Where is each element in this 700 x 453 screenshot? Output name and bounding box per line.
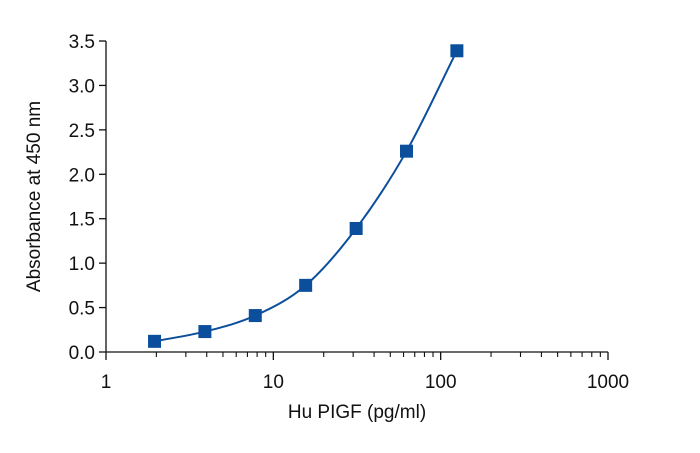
y-axis-title: Absorbance at 450 nm [24,101,45,292]
data-markers [148,44,464,348]
y-tick-label: 1.5 [69,210,95,231]
tick-labels: 0.0 0.5 1.0 1.5 2.0 2.5 3.0 3.5 1 10 100 1000 [69,32,630,393]
data-point [198,325,212,339]
y-tick-label: 3.0 [69,76,95,97]
data-point [450,44,464,58]
y-tick-label: 1.0 [69,254,95,275]
data-point [349,221,363,235]
data-point [299,278,313,292]
ticks [99,40,609,360]
y-tick-label: 0.5 [69,299,95,320]
x-tick-label: 10 [263,372,284,393]
data-point [148,334,162,348]
y-tick-label: 2.5 [69,121,95,142]
x-tick-label: 100 [425,372,457,393]
y-tick-label: 0.0 [69,343,95,364]
x-tick-label: 1000 [587,372,629,393]
y-tick-label: 2.0 [69,165,95,186]
data-point [248,309,262,323]
axes [105,41,608,353]
data-point [400,144,414,158]
fit-curve [154,50,458,343]
x-axis-title: Hu PIGF (pg/ml) [288,402,426,423]
y-tick-label: 3.5 [69,32,95,53]
x-tick-label: 1 [101,372,112,393]
